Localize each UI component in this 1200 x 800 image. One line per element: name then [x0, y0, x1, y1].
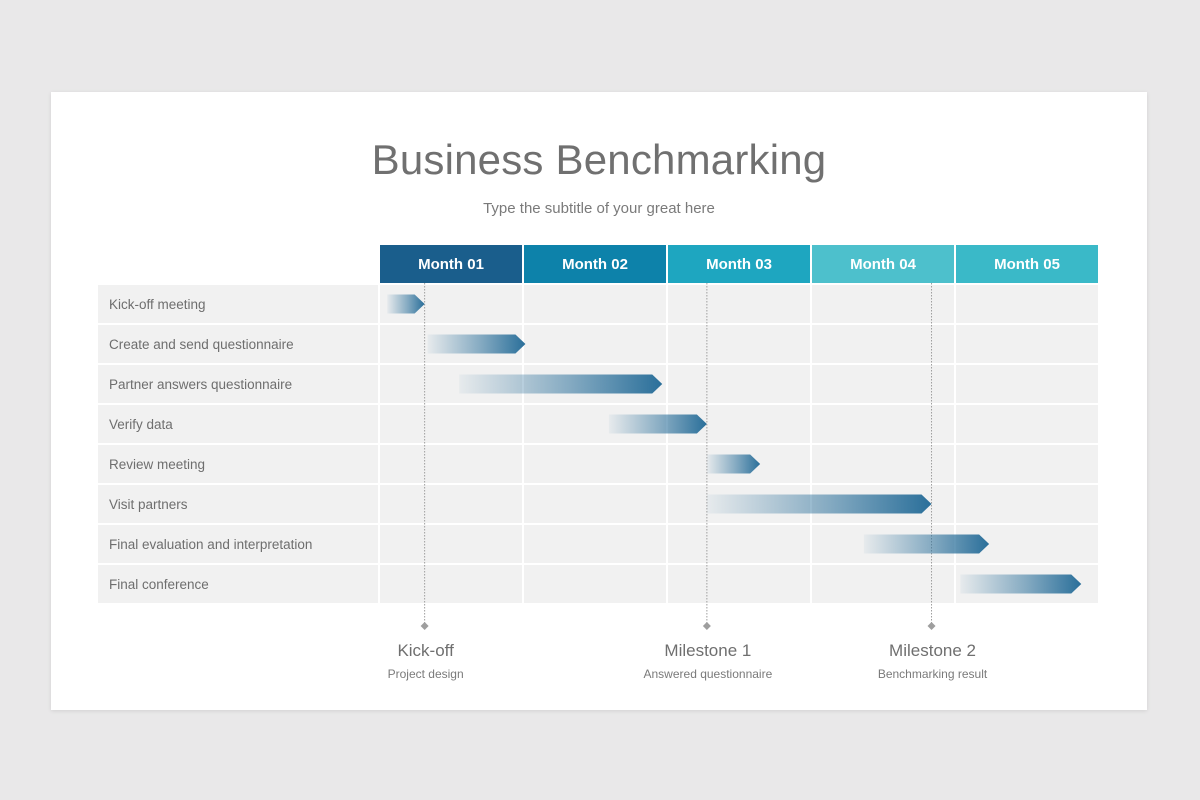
milestone-sublabel: Project design: [388, 667, 464, 681]
milestone-sublabel: Benchmarking result: [878, 667, 988, 681]
grid-cell: [812, 365, 954, 403]
month-header-label: Month 05: [994, 256, 1060, 273]
month-header-cell: [380, 245, 522, 283]
milestone-marker: [702, 622, 711, 630]
grid-cell: [380, 485, 522, 523]
grid-cell: [524, 525, 666, 563]
grid-cell: [812, 405, 954, 443]
grid-cell: [956, 445, 1098, 483]
task-label: Verify data: [109, 417, 173, 432]
task-label: Visit partners: [109, 497, 188, 512]
task-bar: [427, 334, 526, 354]
task-label: Partner answers questionnaire: [109, 377, 292, 392]
month-header-label: Month 03: [706, 256, 772, 273]
task-bar: [863, 534, 990, 554]
month-header-label: Month 02: [562, 256, 628, 273]
month-header-cell: [956, 245, 1098, 283]
month-header-label: Month 01: [418, 256, 484, 273]
task-label-cell: [98, 525, 378, 563]
task-bar: [706, 494, 932, 514]
grid-cell: [380, 405, 522, 443]
grid-cell: [812, 325, 954, 363]
grid-cell: [956, 285, 1098, 323]
task-label: Kick-off meeting: [109, 297, 206, 312]
grid-cell: [524, 485, 666, 523]
task-label-cell: [98, 325, 378, 363]
grid-cell: [524, 325, 666, 363]
task-bar: [706, 454, 761, 474]
grid-cell: [956, 485, 1098, 523]
grid-cell: [956, 405, 1098, 443]
milestone-label: Milestone 2: [889, 641, 976, 660]
month-header-cell: [668, 245, 810, 283]
grid-cell: [668, 285, 810, 323]
milestone-marker: [927, 622, 936, 630]
month-header-cell: [524, 245, 666, 283]
task-label-cell: [98, 285, 378, 323]
milestone-label: Kick-off: [397, 641, 454, 660]
grid-cell: [956, 325, 1098, 363]
grid-cell: [380, 445, 522, 483]
task-label-cell: [98, 485, 378, 523]
gantt-chart: Month 01 Month 02 Month 03 Month 04 Month 05…: [98, 245, 1098, 681]
page-title: Business Benchmarking: [371, 136, 827, 183]
month-header-cell: [812, 245, 954, 283]
milestone-sublabel: Answered questionnaire: [644, 667, 773, 681]
grid-cell: [380, 565, 522, 603]
grid-cell: [812, 285, 954, 323]
task-bar: [960, 574, 1082, 594]
grid-cell: [524, 565, 666, 603]
task-label: Review meeting: [109, 457, 205, 472]
grid-cell: [668, 565, 810, 603]
grid-cell: [668, 525, 810, 563]
page-subtitle: Type the subtitle of your great here: [483, 200, 715, 217]
task-label-cell: [98, 405, 378, 443]
task-bar: [459, 374, 663, 394]
milestone-label: Milestone 1: [664, 641, 751, 660]
grid-cell: [668, 365, 810, 403]
task-label-cell: [98, 445, 378, 483]
grid-cell: [524, 285, 666, 323]
grid-cell: [524, 445, 666, 483]
grid-cell: [812, 565, 954, 603]
grid-cell: [668, 325, 810, 363]
task-label: Final conference: [109, 577, 209, 592]
grid-cell: [380, 525, 522, 563]
task-bar: [387, 294, 425, 314]
task-label-cell: [98, 365, 378, 403]
task-label: Create and send questionnaire: [109, 337, 294, 352]
month-header-label: Month 04: [850, 256, 916, 273]
grid-cell: [812, 445, 954, 483]
slide: Business Benchmarking Type the subtitle …: [51, 92, 1147, 710]
task-label: Final evaluation and interpretation: [109, 537, 312, 552]
grid-cell: [956, 365, 1098, 403]
task-bar: [608, 414, 707, 434]
task-label-cell: [98, 565, 378, 603]
milestone-marker: [420, 622, 429, 630]
